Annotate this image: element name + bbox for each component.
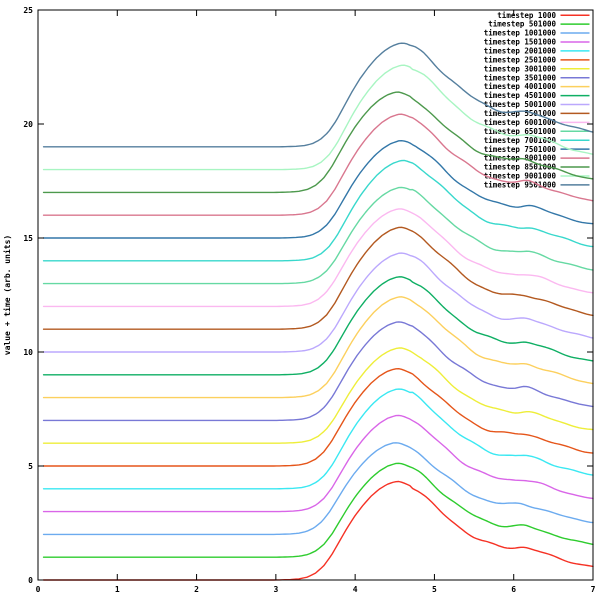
series-line-timestep-6001000 [42, 208, 594, 308]
legend-entry: timestep 1501000 [484, 38, 590, 47]
series-line-timestep-1501000 [42, 414, 594, 513]
x-tick-label: 0 [36, 585, 41, 594]
series-line-timestep-4001000 [42, 296, 594, 399]
series-line-timestep-4501000 [42, 276, 594, 376]
y-axis-title: value + time (arb. units) [2, 235, 12, 355]
legend-label: timestep 2001000 [484, 47, 557, 56]
legend-label: timestep 9001000 [484, 172, 557, 181]
x-tick-label: 5 [432, 585, 437, 594]
series-line-timestep-2001000 [42, 388, 594, 490]
series-line-timestep-7001000 [42, 159, 594, 262]
legend-entry: timestep 501000 [488, 20, 590, 29]
axes: 0 1 2 3 4 5 6 7 0 5 10 15 20 25 [23, 6, 595, 594]
legend-label: timestep 1000 [497, 11, 556, 20]
series-line-timestep-1000 [42, 480, 594, 581]
legend-entry: timestep 4001000 [484, 82, 590, 91]
series-line-timestep-1001000 [42, 442, 594, 536]
x-tick-label: 1 [115, 585, 120, 594]
legend-label: timestep 1501000 [484, 38, 557, 47]
legend-entry: timestep 4501000 [484, 91, 590, 100]
legend-label: timestep 1001000 [484, 29, 557, 38]
series-line-timestep-2501000 [42, 367, 594, 467]
legend-label: timestep 5001000 [484, 100, 557, 109]
legend-label: timestep 8501000 [484, 163, 557, 172]
legend-entry: timestep 8501000 [484, 163, 590, 172]
y-tick-label: 0 [28, 576, 33, 585]
series-line-timestep-8001000 [42, 113, 594, 216]
series-line-timestep-3501000 [42, 321, 594, 422]
legend-label: timestep 4501000 [484, 91, 557, 100]
legend-label: timestep 6501000 [484, 127, 557, 136]
legend-entry: timestep 3501000 [484, 73, 590, 82]
x-tick-label: 7 [591, 585, 596, 594]
legend-entry: timestep 6001000 [484, 118, 590, 127]
legend-entry: timestep 2501000 [484, 55, 590, 64]
series-line-timestep-9001000 [42, 64, 594, 171]
legend-entry: timestep 9001000 [484, 172, 590, 181]
plot-border [37, 9, 594, 581]
legend-entry: timestep 2001000 [484, 47, 590, 56]
legend-label: timestep 4001000 [484, 82, 557, 91]
y-tick-label: 10 [23, 348, 33, 357]
legend-entry: timestep 1000 [497, 11, 590, 20]
x-tick-label: 2 [194, 585, 199, 594]
series-line-timestep-9501000 [42, 42, 594, 148]
legend-label: timestep 6001000 [484, 118, 557, 127]
legend-entry: timestep 1001000 [484, 29, 590, 38]
legend-label: timestep 3501000 [484, 73, 557, 82]
legend-label: timestep 7001000 [484, 136, 557, 145]
legend-entry: timestep 5501000 [484, 109, 590, 118]
legend-label: timestep 2501000 [484, 55, 557, 64]
legend-label: timestep 7501000 [484, 145, 557, 154]
x-tick-label: 3 [273, 585, 278, 594]
x-tick-label: 6 [511, 585, 516, 594]
series-line-timestep-5501000 [42, 226, 594, 330]
series-line-timestep-7501000 [42, 139, 594, 239]
y-tick-label: 5 [28, 462, 33, 471]
legend-entry: timestep 5001000 [484, 100, 590, 109]
y-tick-label: 25 [23, 6, 33, 15]
legend-entry: timestep 6501000 [484, 127, 590, 136]
series-line-timestep-3001000 [42, 347, 594, 444]
legend-label: timestep 3001000 [484, 64, 557, 73]
legend-entry: timestep 3001000 [484, 64, 590, 73]
legend-label: timestep 9501000 [484, 180, 557, 189]
y-tick-label: 15 [23, 234, 33, 243]
y-tick-label: 20 [23, 120, 33, 129]
legend-label: timestep 5501000 [484, 109, 557, 118]
series-line-timestep-8501000 [42, 91, 594, 194]
series-lines [42, 42, 594, 581]
series-line-timestep-6501000 [42, 186, 594, 285]
legend-label: timestep 501000 [488, 20, 556, 29]
legend-entry: timestep 7001000 [484, 136, 590, 145]
x-tick-label: 4 [353, 585, 358, 594]
legend-entry: timestep 7501000 [484, 145, 590, 154]
legend-entry: timestep 9501000 [484, 180, 590, 189]
series-line-timestep-501000 [42, 462, 594, 558]
series-line-timestep-5001000 [42, 252, 594, 353]
legend-entry: timestep 8001000 [484, 154, 590, 163]
